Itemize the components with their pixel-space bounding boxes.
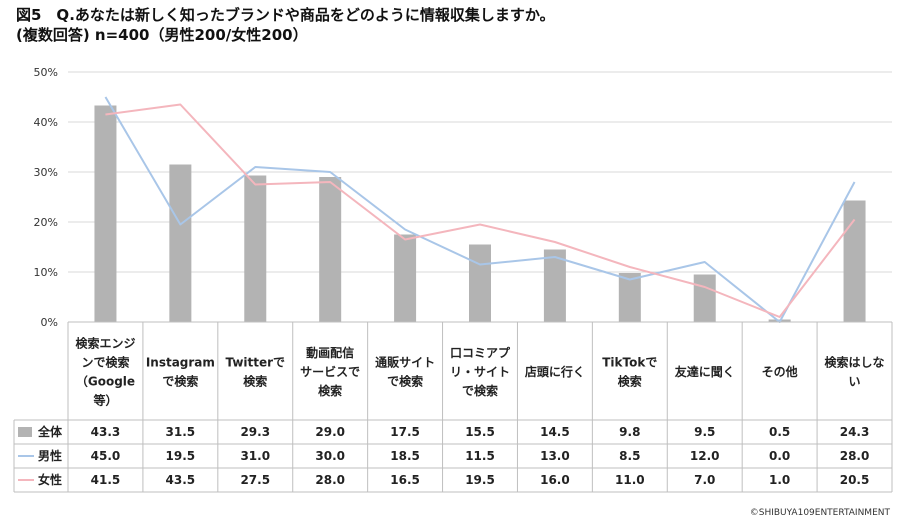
data-label: 43.5 [166, 473, 196, 487]
category-label: 友達に聞く [674, 364, 735, 379]
legend-key-全体 [18, 427, 32, 437]
bar-全体 [693, 274, 716, 322]
y-tick-label: 20% [34, 216, 58, 229]
category-label: TikTokで [602, 356, 657, 370]
data-label: 13.0 [540, 449, 570, 463]
data-label: 15.5 [465, 425, 495, 439]
category-label: 検索エンジ [75, 336, 135, 351]
category-label: Twitterで [225, 356, 285, 370]
category-label: 通販サイト [375, 355, 435, 370]
category-label: で検索 [387, 374, 423, 389]
bar-全体 [543, 249, 566, 322]
data-label: 29.3 [240, 425, 270, 439]
bar-全体 [169, 164, 192, 322]
category-label: （Google [76, 374, 135, 389]
legend-label: 男性 [38, 448, 62, 463]
data-label: 16.0 [540, 473, 570, 487]
data-label: 31.0 [240, 449, 270, 463]
category-label: で検索 [162, 374, 198, 389]
data-label: 11.5 [465, 449, 495, 463]
data-label: 20.5 [840, 473, 870, 487]
data-label: 9.5 [694, 425, 715, 439]
data-label: 27.5 [240, 473, 270, 487]
data-label: 0.5 [769, 425, 790, 439]
data-label: 12.0 [690, 449, 720, 463]
data-label: 17.5 [390, 425, 420, 439]
chart-title-line2: (複数回答) n=400（男性200/女性200） [16, 26, 308, 44]
data-label: 14.5 [540, 425, 570, 439]
data-label: 29.0 [315, 425, 345, 439]
data-label: 41.5 [91, 473, 121, 487]
bar-全体 [843, 200, 866, 322]
data-label: 30.0 [315, 449, 345, 463]
data-label: 45.0 [91, 449, 121, 463]
bar-全体 [618, 273, 641, 322]
category-label: 検索 [618, 374, 642, 389]
chart-title-line1: 図5 Q.あなたは新しく知ったブランドや商品をどのように情報収集しますか。 [16, 6, 555, 24]
y-tick-label: 0% [41, 316, 58, 329]
y-tick-label: 10% [34, 266, 58, 279]
data-label: 28.0 [840, 449, 870, 463]
y-tick-label: 50% [34, 66, 58, 79]
legend-label: 女性 [38, 472, 62, 487]
category-label: 店頭に行く [525, 364, 585, 379]
copyright-text: ©SHIBUYA109ENTERTAINMENT [749, 508, 890, 518]
category-label: リ・サイト [450, 365, 510, 379]
category-label: その他 [762, 364, 798, 379]
data-label: 28.0 [315, 473, 345, 487]
category-label: 口コミアプ [450, 345, 511, 360]
data-label: 19.5 [166, 449, 196, 463]
data-label: 16.5 [390, 473, 420, 487]
data-label: 9.8 [619, 425, 640, 439]
data-label: 7.0 [694, 473, 715, 487]
data-label: 11.0 [615, 473, 645, 487]
data-label: 31.5 [166, 425, 196, 439]
bar-全体 [244, 175, 267, 322]
category-label: 検索はしな [825, 355, 885, 370]
data-label: 43.3 [91, 425, 121, 439]
category-label: 検索 [243, 374, 267, 389]
bar-全体 [469, 244, 491, 322]
category-label: ンで検索 [81, 355, 129, 370]
category-label: 等） [92, 393, 117, 408]
bar-全体 [394, 234, 417, 322]
y-tick-label: 40% [34, 116, 58, 129]
category-label: で検索 [462, 383, 498, 398]
data-label: 1.0 [769, 473, 790, 487]
category-label: Instagram [146, 356, 215, 370]
category-label: 検索 [318, 383, 342, 398]
data-label: 18.5 [390, 449, 420, 463]
bar-全体 [319, 177, 342, 322]
category-label: サービスで [300, 364, 360, 379]
data-label: 19.5 [465, 473, 495, 487]
bar-全体 [94, 105, 117, 322]
data-label: 8.5 [619, 449, 640, 463]
data-label: 0.0 [769, 449, 790, 463]
category-label: 動画配信 [306, 345, 354, 360]
legend-label: 全体 [37, 424, 63, 439]
category-label: い [849, 375, 861, 389]
y-tick-label: 30% [34, 166, 58, 179]
data-label: 24.3 [840, 425, 870, 439]
